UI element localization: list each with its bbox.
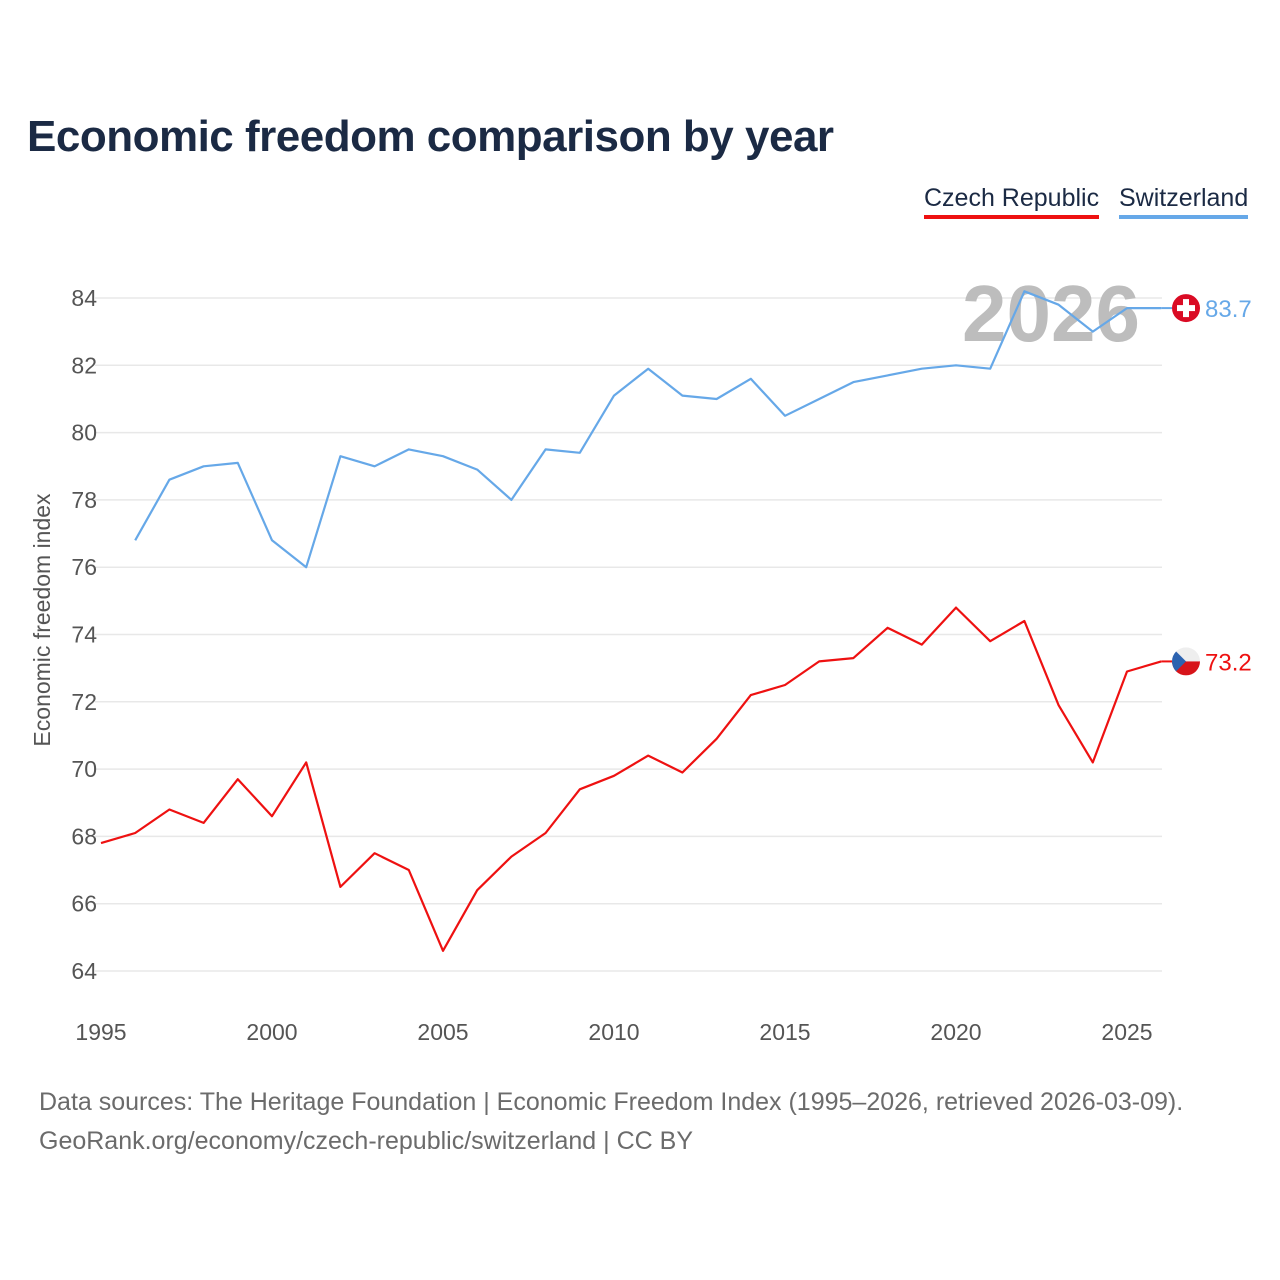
year-watermark: 2026 bbox=[962, 269, 1140, 358]
x-tick-label: 2025 bbox=[1101, 1019, 1152, 1045]
end-value-label: 83.7 bbox=[1205, 296, 1252, 323]
series-line-switzerland bbox=[134, 290, 1162, 569]
czech-flag-icon bbox=[1172, 647, 1200, 676]
source-link[interactable]: GeoRank.org/economy/czech-republic/switz… bbox=[39, 1127, 693, 1155]
y-tick-label: 72 bbox=[71, 689, 97, 715]
y-tick-label: 64 bbox=[71, 958, 97, 984]
y-tick-label: 70 bbox=[71, 756, 97, 782]
series-line-czech-republic bbox=[100, 606, 1162, 952]
y-tick-label: 82 bbox=[71, 352, 97, 378]
x-tick-label: 2000 bbox=[246, 1019, 297, 1045]
x-tick-label: 2015 bbox=[759, 1019, 810, 1045]
x-tick-label: 2010 bbox=[588, 1019, 639, 1045]
x-tick-label: 2005 bbox=[417, 1019, 468, 1045]
y-tick-label: 76 bbox=[71, 554, 97, 580]
legend-czech-republic[interactable]: Czech Republic bbox=[924, 184, 1100, 219]
end-value-label: 73.2 bbox=[1205, 649, 1252, 676]
y-tick-label: 80 bbox=[71, 420, 97, 446]
y-tick-label: 68 bbox=[71, 823, 97, 849]
source-note: Data sources: The Heritage Foundation | … bbox=[39, 1088, 1184, 1116]
y-tick-label: 66 bbox=[71, 891, 97, 917]
y-axis-label: Economic freedom index bbox=[29, 493, 55, 747]
y-tick-label: 84 bbox=[71, 285, 97, 311]
y-tick-label: 74 bbox=[71, 622, 97, 648]
swiss-flag-icon bbox=[1172, 294, 1200, 323]
x-tick-label: 2020 bbox=[930, 1019, 981, 1045]
y-tick-label: 78 bbox=[71, 487, 97, 513]
x-tick-label: 1995 bbox=[75, 1019, 126, 1045]
chart-title: Economic freedom comparison by year bbox=[27, 112, 834, 161]
legend-switzerland[interactable]: Switzerland bbox=[1119, 184, 1249, 219]
